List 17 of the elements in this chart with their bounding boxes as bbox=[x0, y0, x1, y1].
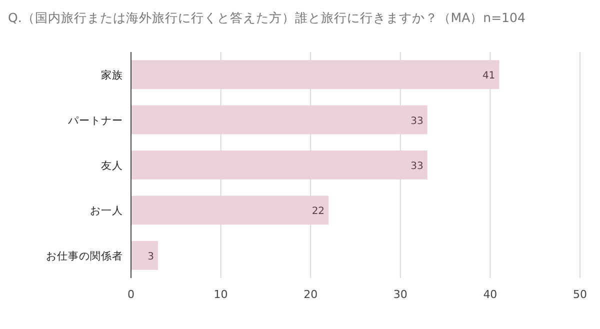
data-label: 33 bbox=[410, 161, 424, 172]
x-tick-label: 0 bbox=[128, 288, 134, 301]
x-tick-label: 30 bbox=[393, 288, 408, 301]
y-tick-label: 家族 bbox=[101, 68, 123, 82]
y-tick-label: パートナー bbox=[67, 114, 123, 127]
data-label: 3 bbox=[148, 251, 154, 262]
y-tick-label: お仕事の関係者 bbox=[46, 249, 123, 262]
x-tick-label: 20 bbox=[304, 288, 318, 301]
y-tick-label: お一人 bbox=[90, 205, 123, 218]
x-tick-label: 40 bbox=[483, 288, 498, 301]
x-tick-label: 10 bbox=[214, 288, 228, 301]
y-tick-label: 友人 bbox=[101, 160, 123, 172]
x-tick-label: 50 bbox=[573, 288, 587, 301]
title: Q.（国内旅行または海外旅行に行くと答えた方）誰と旅行に行きますか？（MA）n=104 bbox=[8, 10, 526, 25]
data-label: 22 bbox=[312, 206, 325, 218]
data-label: 33 bbox=[410, 116, 424, 127]
data-label: 41 bbox=[482, 70, 496, 82]
